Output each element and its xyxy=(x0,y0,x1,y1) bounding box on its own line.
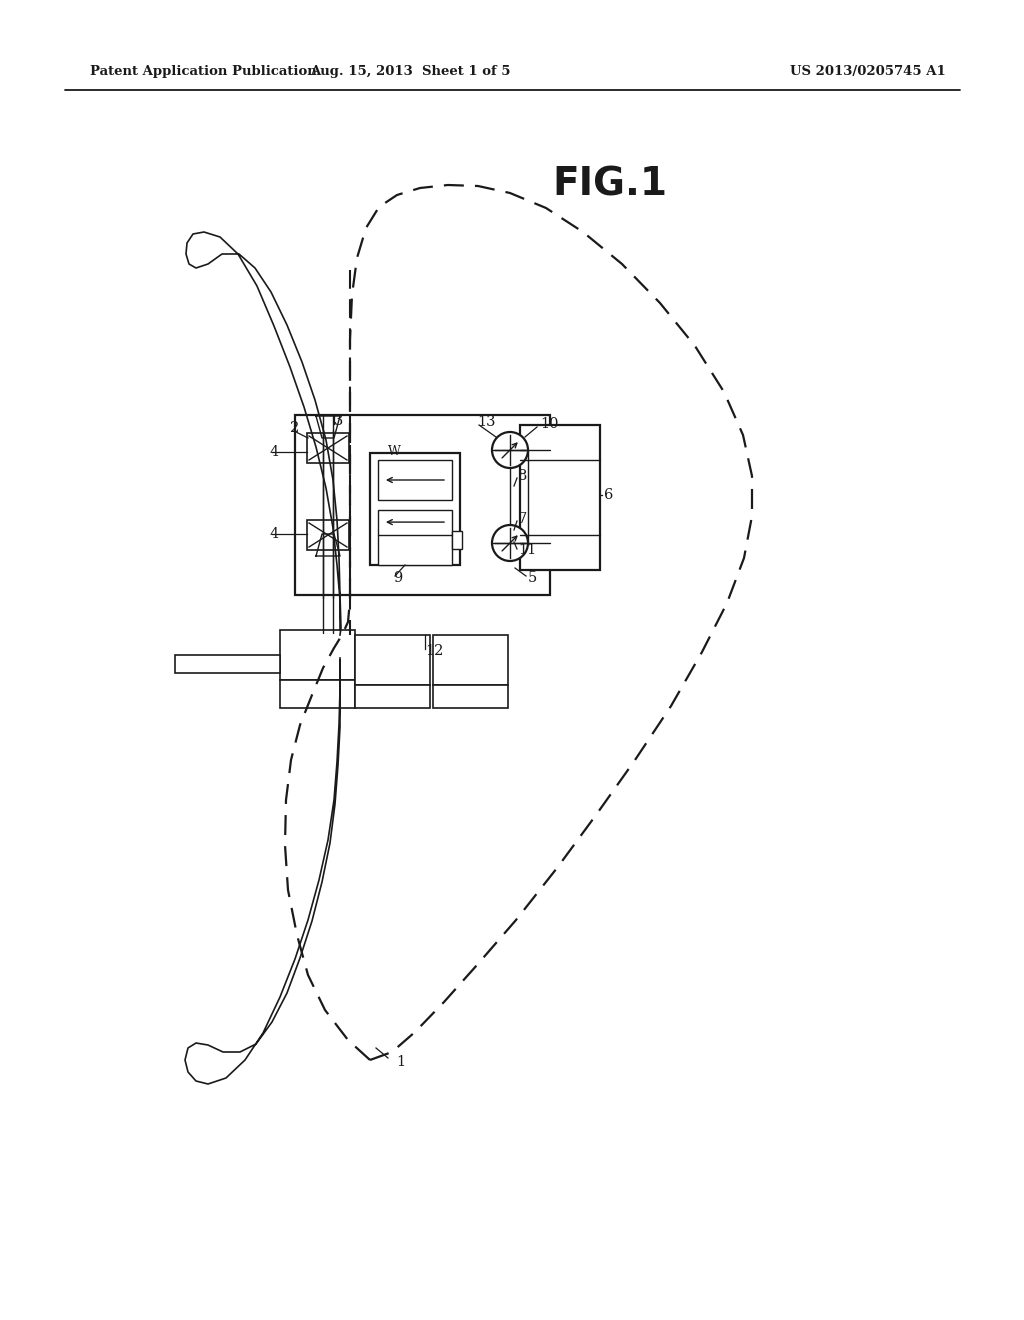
Bar xyxy=(295,414,550,595)
Text: Aug. 15, 2013  Sheet 1 of 5: Aug. 15, 2013 Sheet 1 of 5 xyxy=(309,66,510,78)
Text: 13: 13 xyxy=(477,414,496,429)
Text: 12: 12 xyxy=(425,644,443,657)
Bar xyxy=(355,685,430,708)
Bar xyxy=(433,635,508,685)
Bar xyxy=(307,433,349,463)
Bar xyxy=(370,453,460,565)
Text: 3: 3 xyxy=(334,414,343,428)
Text: 5: 5 xyxy=(528,572,538,585)
Text: 2: 2 xyxy=(290,421,299,436)
Bar xyxy=(452,531,462,549)
Circle shape xyxy=(492,432,528,469)
Text: Patent Application Publication: Patent Application Publication xyxy=(90,66,316,78)
Text: 1: 1 xyxy=(396,1055,406,1069)
Text: 11: 11 xyxy=(518,543,537,557)
Circle shape xyxy=(492,525,528,561)
Text: US 2013/0205745 A1: US 2013/0205745 A1 xyxy=(790,66,946,78)
Bar xyxy=(175,655,280,673)
Text: FIG.1: FIG.1 xyxy=(553,166,668,205)
Bar xyxy=(433,685,508,708)
Text: 8: 8 xyxy=(518,469,527,483)
Text: 6: 6 xyxy=(604,488,613,502)
Bar xyxy=(520,425,600,570)
Bar xyxy=(307,520,349,550)
Bar xyxy=(378,510,452,565)
Text: 7: 7 xyxy=(518,512,527,525)
Bar xyxy=(280,630,355,680)
Text: 4: 4 xyxy=(269,445,279,459)
Text: 9: 9 xyxy=(393,572,402,585)
Bar xyxy=(280,680,355,708)
Text: 4: 4 xyxy=(269,527,279,541)
Bar xyxy=(355,635,430,685)
Text: W: W xyxy=(388,445,400,458)
Bar xyxy=(378,459,452,500)
Text: 10: 10 xyxy=(540,417,558,432)
